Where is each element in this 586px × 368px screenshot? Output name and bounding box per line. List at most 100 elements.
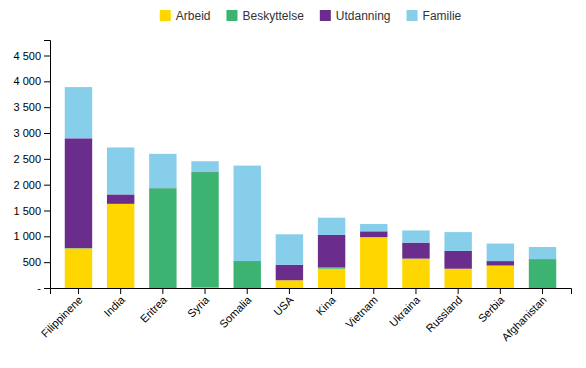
x-tick-label: India [102,293,128,319]
bar-segment [402,230,429,242]
x-tick: Syria [185,288,212,320]
y-tick-label: 4 500 [13,50,41,62]
series [65,87,556,265]
bar-segment [487,244,514,262]
bar-segment [276,234,303,264]
legend-swatch [320,10,331,21]
bar-segment [65,248,92,288]
bar-segment [444,269,471,288]
x-tick-mark [205,288,206,294]
bars [65,87,556,288]
bar-segment [402,243,429,259]
y-tick-mark [44,159,50,160]
y-tick-mark [44,133,50,134]
x-tick-mark [247,288,248,294]
bar-segment [234,261,261,288]
bar-segment [318,269,345,288]
legend-label: Beskyttelse [242,9,304,23]
series [65,138,556,280]
x-tick-label: Russland [423,294,464,335]
y-tick-label: 4 000 [13,75,41,87]
y-tick: 2 500 [13,153,50,165]
x-tick: Somalia [217,288,254,330]
x-tick-mark [458,288,459,294]
bar-segment [65,138,92,248]
x-tick-label: Somalia [217,293,254,330]
bar-segment [107,194,134,203]
x-tick-mark [415,288,416,294]
y-tick-mark [44,56,50,57]
bar-segment [360,224,387,231]
bar-segment [444,232,471,251]
x-tick: Filippinene [39,288,85,340]
x-tick: Serbia [476,288,508,324]
y-tick-label: 2 000 [13,179,41,191]
bar-segment [65,87,92,138]
bar-segment [529,259,556,288]
y-tick-mark [44,211,50,212]
y-tick-mark [44,185,50,186]
bar-segment [234,166,261,261]
x-tick-mark [289,288,290,294]
y-tick-label: 3 000 [13,127,41,139]
x-tick-mark [373,288,374,294]
y-tick-mark [44,81,50,82]
y-tick-mark [44,288,50,289]
x-tick-mark [78,288,79,294]
legend-label: Utdanning [336,9,391,23]
bar-segment [276,265,303,281]
plot: - 500 1 000 1 500 2 000 2 500 3 000 3 500 4 000 4… [13,41,571,344]
bar-segment [360,231,387,237]
y-tick: - [37,282,50,294]
x-axis-line [51,289,572,295]
legend-swatch [160,10,171,21]
y-tick-label: 1 500 [13,205,41,217]
y-tick-mark [44,107,50,108]
series [65,172,556,288]
x-tick: Eritrea [138,288,170,325]
bar-segment [487,266,514,288]
y-tick-label: 2 500 [13,153,41,165]
legend-item: Arbeid [160,9,211,23]
x-tick-label: Eritrea [138,293,170,325]
bar-segment [487,261,514,265]
y-tick-label: - [37,282,41,294]
x-tick-mark [120,288,121,294]
bar-segment [529,247,556,259]
legend-item: Utdanning [320,9,391,23]
y-tick: 3 000 [13,127,50,139]
chart: - 500 1 000 1 500 2 000 2 500 3 000 3 500 4 000 4… [0,0,586,368]
y-axis-line [44,41,51,289]
bar-segment [318,218,345,235]
y-tick: 1 000 [13,230,50,242]
x-tick-label: Afghanistan [499,294,549,344]
bar-segment [318,235,345,267]
y-tick: 500 [23,256,50,268]
legend-label: Arbeid [176,9,211,23]
x-tick-label: Serbia [476,293,508,325]
y-tick: 1 500 [13,205,50,217]
x-tick-mark [331,288,332,294]
y-tick-mark [44,262,50,263]
x-tick: Afghanistan [499,288,549,343]
x-tick: USA [271,288,296,318]
bar-segment [276,280,303,288]
y-tick: 4 000 [13,75,50,87]
x-tick-label: Filippinene [39,294,85,340]
y-tick-label: 1 000 [13,230,41,242]
legend-item: Beskyttelse [226,9,304,23]
legend-swatch [226,10,237,21]
legend-label: Familie [423,9,462,23]
bar-segment [318,267,345,269]
legend-item: Familie [407,9,462,23]
x-tick: Ukraina [387,288,423,329]
x-tick-mark [162,288,163,294]
x-tick: Vietnam [343,288,380,330]
x-tick-label: Vietnam [343,294,380,331]
x-tick-label: Kina [314,293,339,318]
series [65,204,514,288]
x-tick-label: USA [271,293,296,318]
y-tick: 3 500 [13,101,50,113]
x-axis: Filippinene India Eritrea SyriaSomalia USA Ki… [39,288,572,343]
y-tick-label: 3 500 [13,101,41,113]
